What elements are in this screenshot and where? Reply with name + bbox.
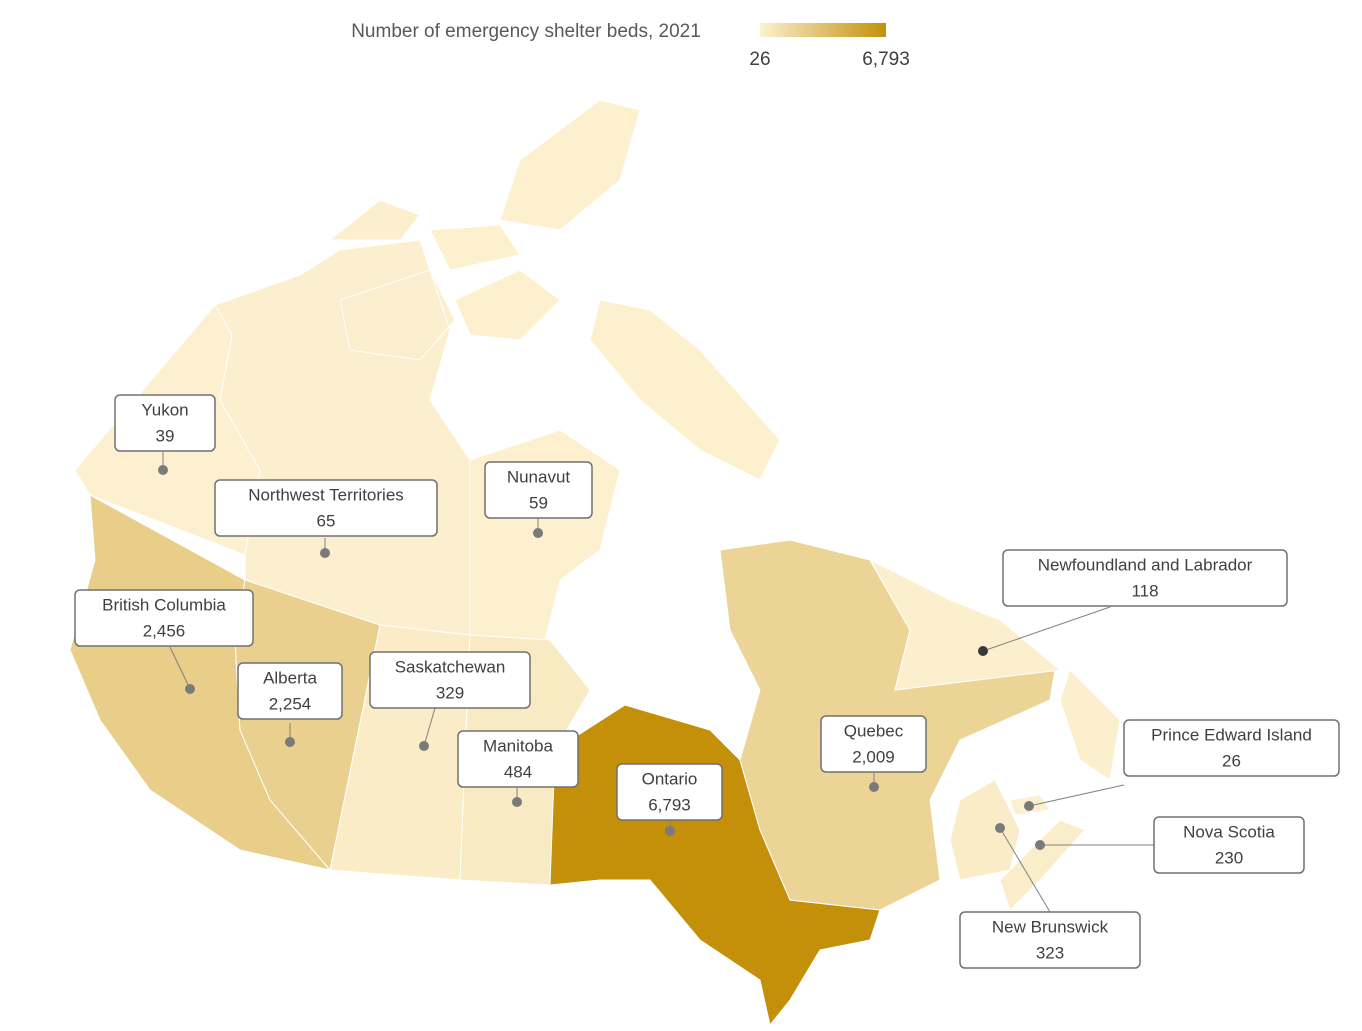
province-value: 2,009: [852, 747, 895, 766]
map-title: Number of emergency shelter beds, 2021: [351, 21, 701, 42]
label-box: [959, 911, 1141, 969]
label-dot: [995, 823, 1005, 833]
legend-label: 6,793: [862, 49, 910, 70]
leader-line: [169, 646, 191, 690]
province-name: Newfoundland and Labrador: [1038, 555, 1253, 574]
label-dot: [665, 826, 675, 836]
province-value: 6,793: [648, 795, 691, 814]
label-dot: [869, 782, 879, 792]
leader-line: [999, 827, 1051, 913]
label-box: [1153, 816, 1305, 874]
province-name: British Columbia: [102, 595, 226, 614]
province-name: Alberta: [263, 668, 317, 687]
province: [999, 819, 1086, 911]
label-box: [1002, 549, 1288, 607]
label-box: [369, 651, 531, 709]
province-value: 26: [1222, 751, 1241, 770]
label-box: [214, 479, 438, 537]
province-value: 484: [504, 762, 532, 781]
label-dot: [320, 548, 330, 558]
province-name: New Brunswick: [992, 917, 1109, 936]
label-box: [616, 763, 723, 821]
legend-gradient: [760, 23, 886, 37]
province: [868, 558, 1121, 781]
label-box: [1123, 719, 1340, 777]
label-dot: [185, 684, 195, 694]
province-value: 65: [317, 511, 336, 530]
leader-line: [1028, 784, 1125, 807]
province-name: Quebec: [844, 721, 904, 740]
label-dot: [512, 797, 522, 807]
label-box: [484, 461, 593, 519]
province-value: 59: [529, 493, 548, 512]
label-box: [457, 730, 579, 788]
label-box: [114, 394, 216, 452]
province-value: 2,456: [143, 621, 186, 640]
leader-line: [423, 707, 436, 747]
province-name: Northwest Territories: [248, 485, 404, 504]
province-value: 118: [1131, 581, 1158, 600]
province-name: Ontario: [642, 769, 698, 788]
province: [214, 199, 471, 636]
province-name: Nova Scotia: [1183, 822, 1275, 841]
legend-label: 26: [749, 49, 770, 70]
province-value: 329: [436, 683, 464, 702]
label-box: [820, 715, 927, 773]
province-name: Saskatchewan: [395, 657, 506, 676]
label-dot: [978, 646, 988, 656]
label-dot: [1024, 801, 1034, 811]
province: [949, 779, 1021, 881]
label-dot: [419, 741, 429, 751]
province-value: 2,254: [269, 694, 312, 713]
province-name: Yukon: [141, 400, 188, 419]
label-dot: [1035, 840, 1045, 850]
province-name: Manitoba: [483, 736, 553, 755]
label-dot: [285, 737, 295, 747]
label-box: [237, 662, 343, 720]
label-box: [74, 589, 254, 647]
province-value: 230: [1215, 848, 1243, 867]
label-dot: [533, 528, 543, 538]
province-value: 323: [1036, 943, 1064, 962]
province-name: Nunavut: [507, 467, 571, 486]
province-name: Prince Edward Island: [1151, 725, 1312, 744]
label-dot: [158, 465, 168, 475]
leader-line: [982, 606, 1111, 652]
province-value: 39: [156, 426, 175, 445]
